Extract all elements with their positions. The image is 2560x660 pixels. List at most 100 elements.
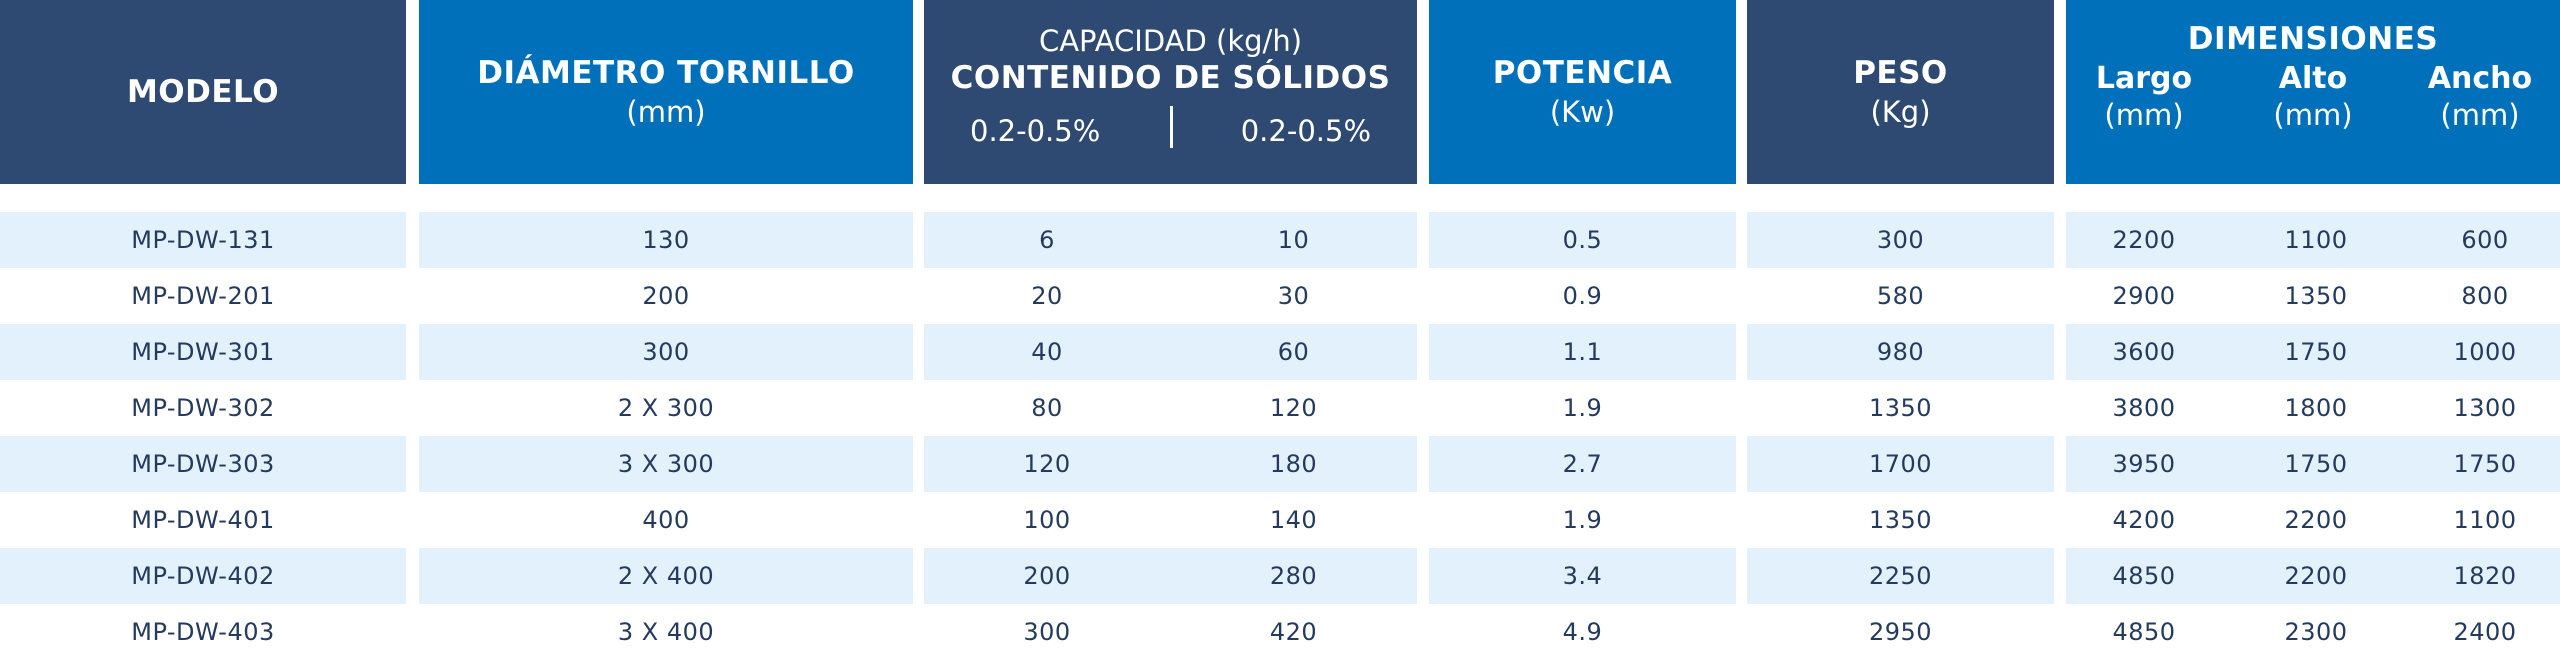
cell-potencia: 0.9	[1562, 282, 1603, 310]
header-largo-name: Largo	[2095, 61, 2193, 96]
header-diametro: DIÁMETRO TORNILLO (mm)	[419, 0, 913, 184]
cell-ancho: 800	[2461, 282, 2509, 310]
cell-capacidad-2: 120	[1269, 394, 1318, 422]
cell-modelo: MP-DW-303	[0, 436, 406, 492]
cell-alto: 1100	[2222, 212, 2410, 268]
cell-capacidad-2: 280	[1170, 548, 1417, 604]
cell-capacidad-1-value: 120	[1023, 450, 1071, 478]
cell-diametro: 2 X 400	[419, 548, 913, 604]
cell-capacidad-1: 100	[924, 492, 1170, 548]
cell-peso: 980	[1747, 324, 2054, 380]
cell-largo-value: 2900	[2112, 282, 2176, 310]
cell-capacidad-1-value: 20	[1031, 282, 1063, 310]
header-capacidad-subtitle: CONTENIDO DE SÓLIDOS	[950, 60, 1391, 96]
cell-largo-value: 3950	[2112, 450, 2176, 478]
cell-largo-value: 4200	[2112, 506, 2176, 534]
cell-modelo: MP-DW-302	[131, 394, 275, 422]
header-peso: PESO (Kg)	[1747, 0, 2054, 184]
cell-alto: 2200	[2284, 506, 2348, 534]
header-capacidad-range-2: 0.2-0.5%	[1240, 114, 1371, 148]
cell-capacidad-1-value: 300	[1023, 618, 1071, 646]
cell-alto: 1350	[2284, 282, 2348, 310]
cell-alto: 1750	[2222, 436, 2410, 492]
table-row: MP-DW-302 2 X 300 80 120 1.9 1350 3800 1…	[0, 380, 2560, 436]
cell-largo-value: 3800	[2112, 394, 2176, 422]
header-alto-unit: (mm)	[2273, 98, 2353, 132]
cell-potencia: 1.9	[1562, 506, 1603, 534]
table-row: MP-DW-403 3 X 400 300 420 4.9 2950 4850 …	[0, 604, 2560, 660]
cell-alto: 1750	[2222, 324, 2410, 380]
header-dimensiones: DIMENSIONES Largo (mm) Alto (mm) Ancho (…	[2066, 0, 2560, 184]
cell-peso: 1350	[1868, 394, 1933, 422]
cell-capacidad-2: 140	[1269, 506, 1318, 534]
cell-ancho: 600	[2410, 212, 2560, 268]
cell-modelo: MP-DW-403	[131, 618, 275, 646]
cell-capacidad-1-value: 6	[1039, 226, 1055, 254]
header-potencia: POTENCIA (Kw)	[1429, 0, 1736, 184]
cell-modelo: MP-DW-301	[0, 324, 406, 380]
cell-diametro: 3 X 400	[617, 618, 715, 646]
table-row: MP-DW-303 3 X 300 120 180 2.7 1700 3950 …	[0, 436, 2560, 492]
cell-alto: 1800	[2284, 394, 2348, 422]
cell-potencia: 0.5	[1429, 212, 1736, 268]
cell-potencia: 2.7	[1429, 436, 1736, 492]
cell-diametro: 2 X 300	[617, 394, 715, 422]
cell-capacidad-1: 300	[924, 604, 1170, 660]
header-alto-name: Alto	[2278, 61, 2348, 96]
cell-potencia: 1.9	[1562, 394, 1603, 422]
cell-largo-value: 3600	[2112, 338, 2176, 366]
cell-alto: 2200	[2222, 548, 2410, 604]
header-capacidad-ranges: 0.2-0.5% 0.2-0.5%	[924, 106, 1417, 154]
cell-capacidad-2: 420	[1269, 618, 1318, 646]
cell-capacidad-2: 30	[1277, 282, 1310, 310]
table-row: MP-DW-201 200 20 30 0.9 580 2900 1350 80…	[0, 268, 2560, 324]
cell-peso: 580	[1876, 282, 1925, 310]
header-potencia-title: POTENCIA	[1492, 55, 1673, 91]
header-dimensiones-columns: Largo (mm) Alto (mm) Ancho (mm)	[2066, 61, 2560, 151]
header-peso-title: PESO	[1853, 55, 1948, 91]
cell-modelo: MP-DW-201	[131, 282, 275, 310]
header-ancho: Ancho (mm)	[2410, 61, 2550, 132]
cell-capacidad-1-value: 40	[1031, 338, 1063, 366]
table-row: MP-DW-401 400 100 140 1.9 1350 4200 2200…	[0, 492, 2560, 548]
cell-peso: 1700	[1747, 436, 2054, 492]
cell-capacidad-2: 180	[1170, 436, 1417, 492]
cell-ancho: 1750	[2410, 436, 2560, 492]
cell-potencia: 3.4	[1429, 548, 1736, 604]
cell-capacidad-2: 10	[1170, 212, 1417, 268]
cell-ancho: 1100	[2453, 506, 2517, 534]
cell-capacidad-1: 80	[924, 380, 1170, 436]
cell-largo-value: 2200	[2112, 226, 2176, 254]
cell-peso: 2250	[1747, 548, 2054, 604]
header-dimensiones-title: DIMENSIONES	[2187, 21, 2439, 57]
cell-capacidad-1-value: 200	[1023, 562, 1071, 590]
cell-modelo: MP-DW-402	[0, 548, 406, 604]
cell-diametro: 3 X 300	[419, 436, 913, 492]
cell-ancho: 1300	[2453, 394, 2517, 422]
header-modelo: MODELO	[0, 0, 406, 184]
cell-modelo: MP-DW-131	[0, 212, 406, 268]
header-potencia-unit: (Kw)	[1549, 95, 1616, 129]
cell-peso: 2950	[1868, 618, 1933, 646]
cell-peso: 1350	[1868, 506, 1933, 534]
cell-diametro: 300	[419, 324, 913, 380]
cell-peso: 300	[1747, 212, 2054, 268]
cell-capacidad-1-value: 80	[1031, 394, 1063, 422]
cell-largo: 4200	[2066, 492, 2222, 548]
cell-capacidad-1-value: 100	[1023, 506, 1071, 534]
header-capacidad-title: CAPACIDAD (kg/h)	[1038, 24, 1303, 58]
cell-largo-value: 4850	[2112, 618, 2176, 646]
header-capacidad-range-1: 0.2-0.5%	[970, 114, 1101, 148]
header-diametro-unit: (mm)	[626, 95, 706, 129]
header-largo-unit: (mm)	[2104, 98, 2184, 132]
cell-largo: 2900	[2066, 268, 2222, 324]
header-peso-unit: (Kg)	[1870, 95, 1931, 129]
cell-ancho: 1000	[2410, 324, 2560, 380]
cell-potencia: 1.1	[1429, 324, 1736, 380]
cell-ancho: 1820	[2410, 548, 2560, 604]
header-ancho-name: Ancho	[2427, 61, 2533, 96]
header-diametro-title: DIÁMETRO TORNILLO	[477, 55, 855, 91]
header-largo: Largo (mm)	[2074, 61, 2214, 132]
header-alto: Alto (mm)	[2243, 61, 2383, 132]
cell-ancho: 2400	[2453, 618, 2517, 646]
